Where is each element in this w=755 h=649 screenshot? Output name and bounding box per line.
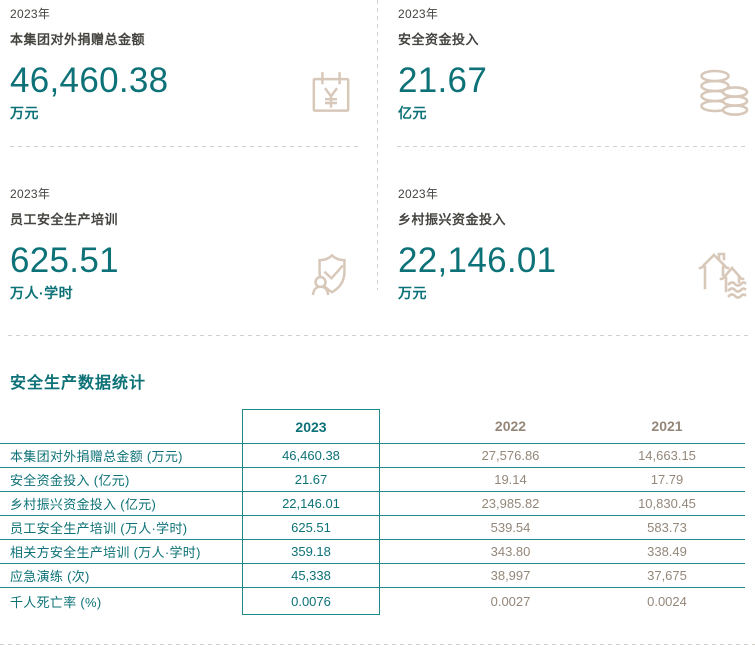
row-label: 千人死亡率 (%) (10, 595, 102, 610)
row-label: 乡村振兴资金投入 (亿元) (0, 492, 242, 516)
stat-card-rural-revitalization: 2023年 乡村振兴资金投入 22,146.01 万元 (398, 185, 755, 325)
row-value-2021: 37,675 (641, 564, 745, 588)
row-value-2023: 625.51 (242, 516, 380, 540)
row-value-2022: 343.80 (380, 540, 641, 564)
card-unit: 亿元 (398, 105, 427, 121)
row-label: 员工安全生产培训 (万人·学时) (0, 516, 242, 540)
row-value-2021: 10,830.45 (638, 492, 745, 516)
row-value-2023: 21.67 (242, 468, 380, 492)
year-header-2023: 2023 (242, 409, 380, 444)
card-unit: 万元 (398, 285, 427, 301)
row-value-2022: 539.54 (380, 516, 641, 540)
divider-dashed-bottom (0, 644, 755, 645)
table-corner-cell (0, 409, 242, 444)
row-value-2021: 0.0024 (647, 594, 687, 609)
safety-data-table: 2023 2022 2021 本集团对外捐赠总金额 (万元) 46,460.38 27,5… (0, 409, 745, 615)
row-value-2023: 46,460.38 (242, 444, 380, 468)
row-value-2022: 27,576.86 (380, 444, 641, 468)
coins-icon (698, 68, 750, 118)
year-header-2021: 2021 (641, 409, 745, 444)
card-title: 员工安全生产培训 (10, 212, 119, 227)
stat-card-safety-funds: 2023年 安全资金投入 21.67 亿元 (398, 5, 755, 145)
village-water-icon (698, 251, 750, 299)
card-title: 本集团对外捐赠总金额 (10, 32, 146, 47)
divider-dashed-left (10, 146, 360, 147)
calendar-yuan-icon (310, 70, 352, 115)
table-title: 安全生产数据统计 (10, 375, 147, 392)
stat-card-donation: 2023年 本集团对外捐赠总金额 46,460.38 万元 (10, 5, 375, 145)
divider-dashed-vertical (377, 0, 378, 290)
row-value-2022: 38,997 (380, 564, 641, 588)
row-value-2021: 17.79 (641, 468, 745, 492)
row-value-2022: 19.14 (380, 468, 641, 492)
stat-card-employee-training: 2023年 员工安全生产培训 625.51 万人·学时 (10, 185, 375, 325)
row-label: 本集团对外捐赠总金额 (万元) (0, 444, 242, 468)
row-value-2023: 359.18 (242, 540, 380, 564)
divider-dashed-mid (8, 335, 748, 336)
divider-dashed-right (397, 146, 745, 147)
card-year: 2023年 (398, 187, 439, 201)
row-value-2023: 0.0076 (242, 588, 380, 615)
row-value-2023: 22,146.01 (242, 492, 380, 516)
card-value: 22,146.01 (398, 241, 557, 280)
row-label: 应急演练 (次) (0, 564, 242, 588)
card-value: 21.67 (398, 61, 488, 100)
card-value: 625.51 (10, 241, 119, 280)
card-unit: 万人·学时 (10, 285, 74, 301)
row-value-2021: 338.49 (641, 540, 745, 564)
row-label: 安全资金投入 (亿元) (0, 468, 242, 492)
row-value-2022: 0.0027 (490, 594, 531, 609)
card-value: 46,460.38 (10, 61, 169, 100)
card-year: 2023年 (398, 7, 439, 21)
card-title: 乡村振兴资金投入 (398, 212, 507, 227)
shield-check-icon (310, 251, 354, 296)
card-year: 2023年 (10, 7, 51, 21)
row-value-2021: 14,663.15 (638, 444, 745, 468)
row-value-2021: 583.73 (641, 516, 745, 540)
row-value-2023: 45,338 (242, 564, 380, 588)
card-year: 2023年 (10, 187, 51, 201)
card-unit: 万元 (10, 105, 39, 121)
year-header-2022: 2022 (380, 409, 641, 444)
row-label: 相关方安全生产培训 (万人·学时) (0, 540, 242, 564)
row-value-2022: 23,985.82 (380, 492, 641, 516)
card-title: 安全资金投入 (398, 32, 480, 47)
